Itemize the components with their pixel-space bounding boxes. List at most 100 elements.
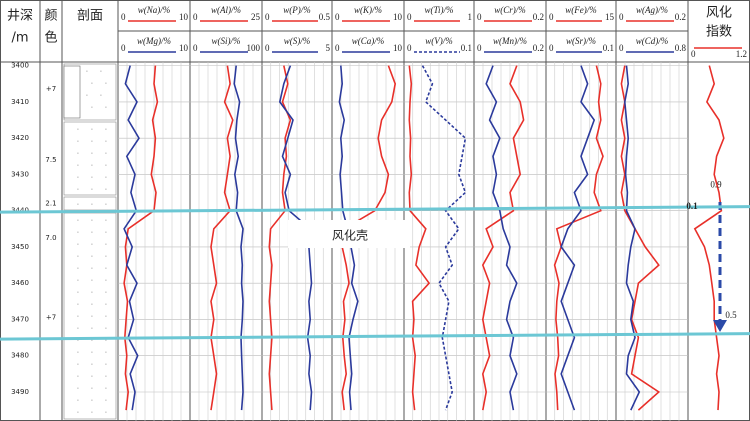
- axis-min-label: 0: [407, 12, 412, 22]
- lithology-pattern: ·: [105, 266, 107, 273]
- lithology-pattern: ·: [91, 398, 93, 405]
- lithology-pattern: ·: [91, 151, 93, 158]
- axis-max-label: 0.1: [603, 43, 614, 53]
- lithology-pattern: ·: [91, 105, 93, 112]
- lithology-pattern: ·: [91, 410, 93, 417]
- element-curve: [553, 65, 604, 411]
- lithology-pattern: ·: [91, 302, 93, 309]
- axis-max-label: 10: [179, 43, 189, 53]
- lithology-pattern: ·: [105, 254, 107, 261]
- depth-tick-label: 3400: [11, 62, 29, 70]
- lithology-pattern: ·: [77, 127, 79, 134]
- series-name: w(S)/%: [284, 36, 311, 46]
- lithology-pattern: ·: [105, 386, 107, 393]
- lithology-pattern: ·: [105, 230, 107, 237]
- axis-max-label: 0.8: [675, 43, 687, 53]
- lithology-pattern: ·: [91, 202, 93, 209]
- lithology-pattern: ·: [91, 163, 93, 170]
- axis-max-label: 10: [393, 43, 403, 53]
- axis-min-label: 0: [407, 43, 412, 53]
- lithology-pattern: ·: [105, 151, 107, 158]
- axis-min-label: 0: [619, 43, 624, 53]
- lithology-pattern: ·: [105, 362, 107, 369]
- element-curve: [485, 65, 518, 411]
- axis-max-label: 0.5: [319, 12, 331, 22]
- lithology-pattern: ·: [91, 139, 93, 146]
- element-curve: [268, 65, 292, 411]
- content: 井深/m颜色剖面34003410342034303440345034603470…: [7, 5, 747, 411]
- lithology-pattern: ·: [105, 163, 107, 170]
- axis-max-label: 1.2: [736, 49, 747, 59]
- lithology-pattern: ·: [105, 278, 107, 285]
- lithology-pattern: ·: [77, 278, 79, 285]
- series-name: w(Cr)/%: [494, 5, 526, 15]
- index-title: 指数: [706, 25, 732, 40]
- element-curve: [408, 65, 431, 411]
- layer-label: 7.5: [45, 156, 56, 164]
- lithology-pattern: ·: [105, 218, 107, 225]
- lithology-pattern: ·: [105, 314, 107, 321]
- lithology-pattern: ·: [77, 266, 79, 273]
- lithology-pattern: ·: [105, 398, 107, 405]
- lithology-pattern: ·: [91, 81, 93, 88]
- layer-label: +7: [46, 314, 56, 322]
- element-curve: [123, 65, 159, 411]
- series-name: w(Ag)/%: [636, 5, 668, 15]
- layer-label: 7.0: [45, 234, 56, 242]
- element-curve: [481, 65, 525, 411]
- axis-max-label: 10: [179, 12, 189, 22]
- lithology-pattern: ·: [105, 410, 107, 417]
- lithology-pattern: ·: [77, 410, 79, 417]
- weathering-boundary: [0, 205, 750, 214]
- lithology-pattern: ·: [91, 290, 93, 297]
- color-header: 颜: [44, 8, 57, 24]
- lithology-pattern: ·: [91, 362, 93, 369]
- lithology-pattern: ·: [77, 374, 79, 381]
- lithology-pattern: ·: [77, 314, 79, 321]
- section-header: 剖面: [77, 9, 103, 24]
- lithology-pattern: ·: [105, 242, 107, 249]
- axis-min-label: 0: [335, 12, 340, 22]
- index-title: 风化: [706, 6, 732, 21]
- element-curve: [560, 65, 596, 411]
- lithology-pattern: ·: [91, 218, 93, 225]
- lithology-pattern: ·: [77, 326, 79, 333]
- axis-min-label: 0: [549, 43, 554, 53]
- lithology-pattern: ·: [105, 374, 107, 381]
- axis-max-label: 1: [468, 12, 473, 22]
- lithology-pattern: ·: [91, 230, 93, 237]
- lithology-pattern: ·: [105, 326, 107, 333]
- lithology-pattern: ·: [105, 202, 107, 209]
- lithology-pattern: ·: [105, 187, 107, 194]
- axis-min-label: 0: [477, 43, 482, 53]
- depth-tick-label: 3410: [11, 98, 29, 106]
- lithology-pattern: ·: [105, 290, 107, 297]
- index-annotation: 0.5: [725, 310, 737, 320]
- depth-header: /m: [11, 31, 28, 46]
- crust-label: 风化壳: [332, 229, 368, 243]
- series-name: w(K)/%: [354, 5, 382, 15]
- lithology-pattern: ·: [77, 163, 79, 170]
- lithology-pattern: ·: [91, 242, 93, 249]
- series-name: w(Sr)/%: [566, 36, 596, 46]
- series-name: w(Ca)/%: [352, 36, 385, 46]
- lithology-pattern: ·: [105, 139, 107, 146]
- lithology-pattern: ·: [91, 314, 93, 321]
- series-name: w(Ti)/%: [424, 5, 453, 15]
- lithology-pattern: ·: [91, 254, 93, 261]
- lithology-pattern: ·: [105, 105, 107, 112]
- lithology-pattern: ·: [77, 242, 79, 249]
- series-name: w(Mn)/%: [493, 36, 527, 46]
- lithology-pattern: ·: [77, 254, 79, 261]
- lithology-pattern: ·: [100, 93, 102, 100]
- lithology-pattern: ·: [77, 151, 79, 158]
- lithology-pattern: ·: [77, 290, 79, 297]
- lithology-pattern: ·: [86, 93, 88, 100]
- depth-tick-label: 3460: [11, 279, 29, 287]
- lithology-pattern: ·: [77, 175, 79, 182]
- lithology-pattern: ·: [91, 386, 93, 393]
- lithology-pattern: ·: [105, 338, 107, 345]
- axis-min-label: 0: [121, 43, 126, 53]
- lithology-box: [63, 121, 117, 196]
- axis-min-label: 0: [265, 43, 270, 53]
